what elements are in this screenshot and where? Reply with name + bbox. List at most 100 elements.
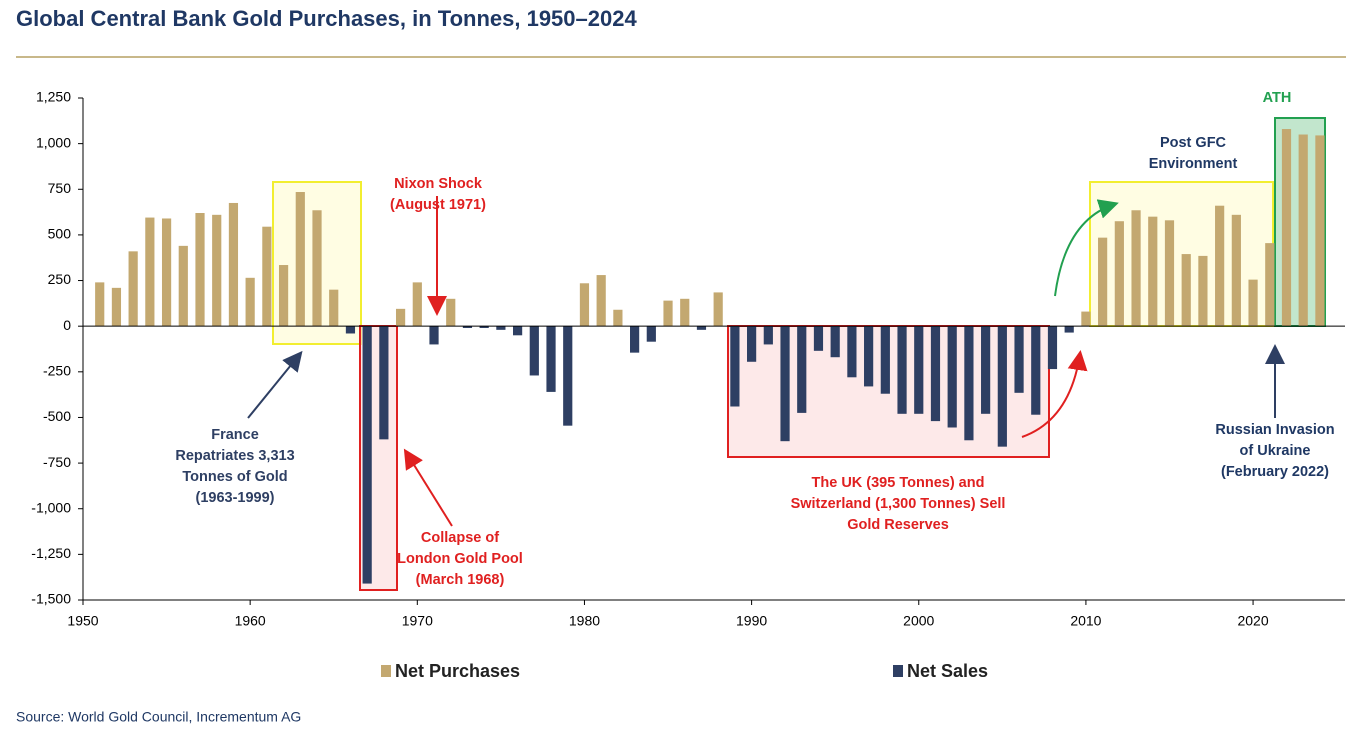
bar <box>195 213 205 327</box>
annotation: (March 1968) <box>416 572 505 588</box>
y-tick-label: 250 <box>48 271 72 287</box>
bar <box>212 214 222 327</box>
bar <box>1315 135 1325 327</box>
y-tick-label: 750 <box>48 180 72 196</box>
bar <box>964 326 974 441</box>
bar <box>630 326 640 353</box>
arrow <box>247 350 303 419</box>
x-tick-label: 1970 <box>402 613 433 629</box>
y-tick-label: -1,250 <box>31 545 71 561</box>
bar <box>345 326 356 334</box>
bar <box>228 202 239 327</box>
bar <box>680 298 690 327</box>
bar <box>813 326 824 351</box>
chart-title: Global Central Bank Gold Purchases, in T… <box>16 6 637 31</box>
bar <box>981 326 991 414</box>
bar <box>295 192 305 327</box>
annotation: The UK (395 Tonnes) and <box>812 475 985 491</box>
y-tick-label: -1,000 <box>31 499 71 515</box>
bar <box>613 309 623 327</box>
bar <box>178 245 188 327</box>
y-tick-label: -750 <box>43 454 71 470</box>
y-tick-label: 500 <box>48 226 72 242</box>
bar <box>1181 254 1191 327</box>
bar <box>1081 311 1091 327</box>
bar <box>713 292 723 327</box>
y-tick-label: 0 <box>63 317 71 333</box>
bar <box>496 326 506 330</box>
bar <box>830 326 840 358</box>
bar <box>730 326 740 407</box>
bar <box>1265 243 1275 327</box>
annotation: France <box>211 427 259 443</box>
annotation: London Gold Pool <box>397 551 523 567</box>
x-tick-label: 2010 <box>1070 613 1101 629</box>
bar <box>1014 326 1024 393</box>
annotation: Collapse of <box>421 530 499 546</box>
y-tick-label: -1,500 <box>31 591 71 607</box>
y-tick-label: 1,250 <box>36 89 71 105</box>
bar <box>1164 220 1175 327</box>
bar <box>897 326 907 414</box>
bar <box>696 326 707 330</box>
bar <box>1281 129 1292 327</box>
bar <box>479 326 489 329</box>
bar <box>797 326 807 413</box>
annotation: Tonnes of Gold <box>182 469 287 485</box>
bar <box>529 326 539 376</box>
bar <box>512 326 523 336</box>
y-tick-label: -250 <box>43 363 71 379</box>
source: Source: World Gold Council, Incrementum … <box>16 709 301 725</box>
bar <box>930 326 941 422</box>
bar <box>462 326 473 329</box>
x-tick-label: 2000 <box>903 613 934 629</box>
bar <box>579 283 590 327</box>
bar <box>1148 216 1158 327</box>
bar <box>278 265 289 327</box>
arrow <box>1021 350 1088 438</box>
bar <box>947 326 957 428</box>
bar <box>763 326 773 345</box>
bar <box>646 326 656 342</box>
bar <box>1198 255 1208 327</box>
annotation: (August 1971) <box>390 197 486 213</box>
bar <box>1215 205 1225 327</box>
bar <box>1064 326 1074 333</box>
bar <box>914 326 924 414</box>
bar <box>161 218 172 327</box>
bar <box>663 300 673 327</box>
annotation: (1963-1999) <box>196 490 275 506</box>
bar <box>864 326 874 387</box>
arrow <box>403 448 453 527</box>
bar <box>262 226 272 327</box>
bar <box>1298 134 1308 327</box>
bar <box>1031 326 1041 415</box>
x-tick-label: 1950 <box>67 613 98 629</box>
legend-swatch <box>381 665 391 677</box>
bar <box>245 277 255 327</box>
annotation: Environment <box>1149 156 1238 172</box>
bar <box>563 326 573 426</box>
bar <box>1231 214 1241 327</box>
annotation: ATH <box>1263 90 1292 106</box>
legend-label: Net Sales <box>907 661 988 681</box>
bar <box>847 326 857 378</box>
annotation: (February 2022) <box>1221 464 1329 480</box>
arrow <box>1054 199 1119 297</box>
bar <box>446 298 456 327</box>
bar <box>362 326 372 584</box>
bar <box>747 326 757 362</box>
bar <box>1114 221 1124 327</box>
annotation: Repatriates 3,313 <box>175 448 294 464</box>
x-tick-label: 2020 <box>1237 613 1268 629</box>
bar <box>329 289 339 327</box>
bar <box>596 275 606 327</box>
bar <box>429 326 439 345</box>
x-tick-label: 1990 <box>736 613 767 629</box>
annotation: Russian Invasion <box>1215 422 1334 438</box>
bar <box>395 308 406 327</box>
bar <box>780 326 790 442</box>
bar <box>145 217 155 327</box>
bar <box>95 282 105 327</box>
